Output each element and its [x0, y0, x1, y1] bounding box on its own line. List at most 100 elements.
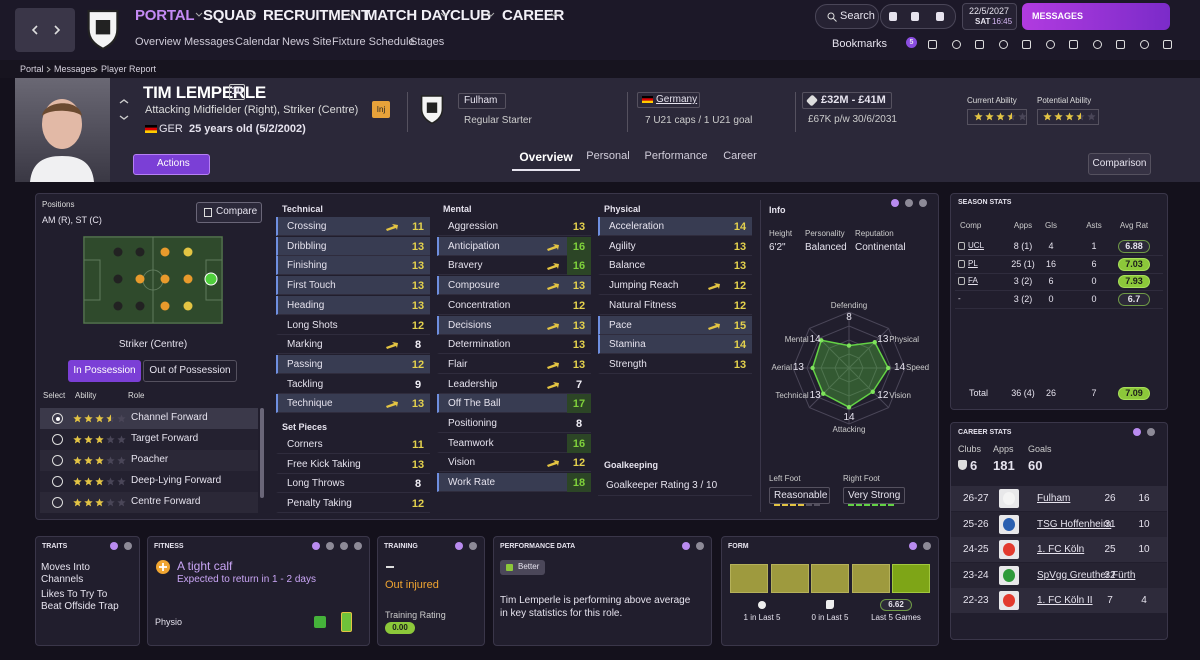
role-row[interactable] [40, 492, 258, 513]
radar-spoke [848, 328, 889, 369]
role-name[interactable]: Deep-Lying Forward [131, 475, 222, 486]
path [440, 12, 448, 17]
sub-nav-item[interactable]: Messages [184, 36, 235, 48]
injury-status: Inj [376, 105, 386, 114]
main-nav-item[interactable]: RECRUITMENT [263, 7, 370, 24]
season: 22-23 [963, 595, 989, 606]
page-dot [1147, 428, 1155, 436]
club-crest [1003, 492, 1015, 505]
sub-nav-item[interactable]: Calendar [235, 36, 280, 48]
toggle-label[interactable]: In Possession [73, 365, 136, 376]
bookmark-icon[interactable] [928, 40, 937, 49]
messages-button[interactable] [1022, 3, 1170, 30]
form-box [770, 564, 809, 593]
star [1087, 112, 1096, 121]
club-name[interactable]: Fulham [464, 95, 498, 106]
bookmark-icon[interactable] [1116, 40, 1125, 49]
attribute-row [437, 434, 591, 453]
comp-name[interactable]: FA [968, 276, 978, 285]
sub-nav-item[interactable]: Fixture Schedule [332, 36, 415, 48]
attribute-row [276, 256, 430, 276]
search-box[interactable] [815, 4, 879, 29]
main-nav-item[interactable]: SQUAD [203, 7, 257, 24]
role-name[interactable]: Channel Forward [131, 412, 208, 423]
toggle-on[interactable] [68, 360, 141, 382]
tab[interactable]: Career [723, 150, 757, 162]
main-nav-item[interactable]: MATCH DAY [365, 7, 451, 24]
info-value: 6'2" [769, 242, 786, 253]
bookmark-icon[interactable] [1069, 40, 1078, 49]
bookmark-icon[interactable] [1045, 40, 1055, 49]
comp-name[interactable]: PL [968, 258, 978, 268]
actions-label[interactable]: Actions [157, 158, 190, 169]
page-dot [1133, 428, 1141, 436]
flag-ger [145, 125, 157, 133]
bookmark-icon[interactable] [1139, 40, 1149, 49]
role-row[interactable] [40, 471, 258, 492]
bookmark-icon[interactable] [975, 40, 984, 49]
path [347, 12, 355, 17]
flag-ger [642, 96, 653, 103]
role-row[interactable] [40, 408, 258, 429]
tab[interactable]: Personal [586, 150, 630, 162]
bookmark-icon[interactable] [998, 40, 1008, 49]
stats-cell: 1 [1091, 241, 1097, 251]
polygon [106, 456, 115, 465]
bookmark-icon[interactable] [951, 40, 961, 49]
club-link[interactable]: SpVgg Greuther Fürth [1037, 569, 1136, 581]
main-nav-item[interactable]: CAREER [502, 7, 565, 24]
position-dot [135, 301, 145, 311]
star [84, 414, 93, 423]
club-link[interactable]: 1. FC Köln II [1037, 595, 1093, 606]
star [73, 477, 82, 486]
radar-axis-value: 14 [843, 412, 855, 423]
club-link[interactable]: 1. FC Köln [1037, 544, 1085, 555]
compare-button[interactable] [196, 202, 262, 223]
radar-point [821, 391, 826, 396]
comp-name[interactable]: UCL [968, 241, 985, 250]
bookmark-icon[interactable] [1022, 40, 1031, 49]
club-link[interactable]: Fulham [1037, 493, 1071, 504]
tab[interactable]: Performance [644, 150, 708, 162]
career-row [951, 511, 1167, 537]
toggle-label[interactable]: Out of Possession [149, 365, 231, 376]
messages-label[interactable]: MESSAGES [1032, 11, 1084, 21]
nav-arrows [31, 25, 61, 35]
foot-bar [798, 504, 804, 506]
sub-nav-item[interactable]: News Site [282, 36, 332, 48]
club-box [458, 93, 506, 109]
country[interactable]: Germany [656, 94, 698, 105]
star [73, 435, 82, 444]
actions-button[interactable] [133, 154, 210, 175]
main-nav-item[interactable]: PORTAL [135, 7, 195, 24]
breadcrumb-item: Player Report [101, 64, 157, 74]
star-full [95, 456, 104, 465]
sub-nav-item[interactable]: Stages [410, 36, 445, 48]
tab[interactable]: Overview [519, 150, 573, 164]
breadcrumb-item[interactable]: Messages [54, 64, 96, 74]
bookmark-icon[interactable] [1092, 40, 1102, 49]
role-name[interactable]: Centre Forward [131, 496, 201, 507]
search-label[interactable]: Search [840, 10, 875, 22]
breadcrumb-item[interactable]: Portal [20, 64, 44, 74]
nav-history[interactable] [15, 8, 75, 52]
comparison-label[interactable]: Comparison [1092, 158, 1147, 169]
sub-nav-item[interactable]: Overview [135, 36, 181, 48]
toggle-off[interactable] [143, 360, 237, 382]
role-name[interactable]: Poacher [131, 454, 169, 465]
role-row[interactable] [40, 429, 258, 450]
role-name[interactable]: Target Forward [131, 433, 199, 444]
comparison-button[interactable] [1088, 153, 1151, 175]
day: SAT [975, 17, 991, 26]
polygon [106, 477, 115, 486]
role-row[interactable] [40, 450, 258, 471]
bookmark-icon[interactable] [1163, 40, 1172, 49]
main-nav-item[interactable]: CLUB [450, 7, 491, 24]
card-title: FORM [728, 543, 749, 550]
club-link[interactable]: TSG Hoffenheim [1037, 518, 1112, 530]
position-dot [183, 301, 193, 311]
ability-label: Current Ability [967, 96, 1017, 105]
page-dot [905, 199, 913, 207]
bookmarks[interactable]: Bookmarks [832, 38, 888, 50]
compare-label[interactable]: Compare [216, 206, 258, 217]
